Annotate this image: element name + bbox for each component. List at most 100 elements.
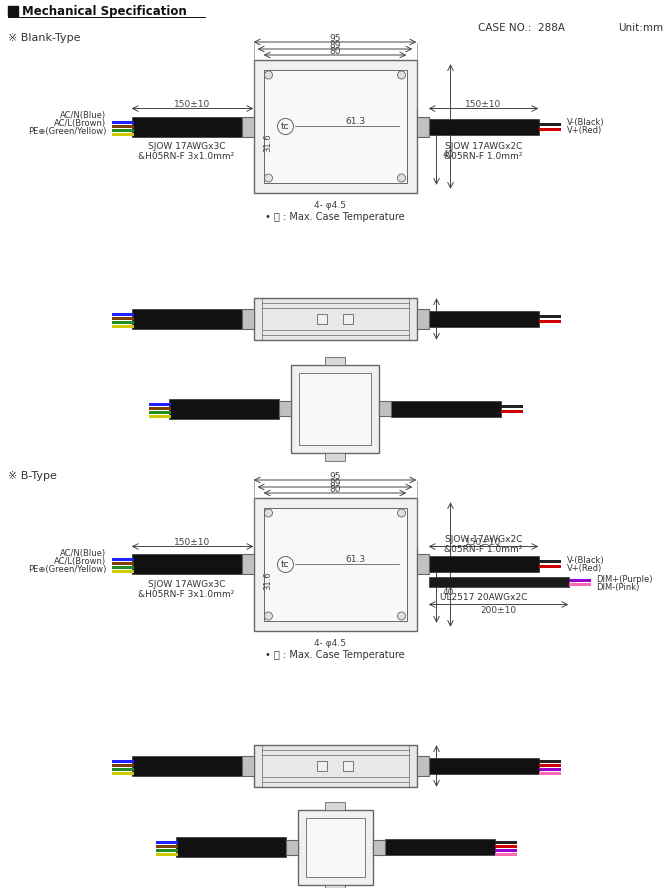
Bar xyxy=(343,314,353,324)
Bar xyxy=(111,760,133,763)
Bar xyxy=(155,853,178,857)
Text: AC/N(Blue): AC/N(Blue) xyxy=(60,111,107,120)
Circle shape xyxy=(265,71,273,79)
Text: V+(Red): V+(Red) xyxy=(567,564,602,573)
Bar xyxy=(494,842,517,844)
Bar xyxy=(539,772,561,775)
Circle shape xyxy=(277,557,293,573)
Bar xyxy=(494,845,517,849)
Text: 61.3: 61.3 xyxy=(345,555,365,564)
Bar xyxy=(373,840,385,855)
Bar xyxy=(325,357,345,365)
Bar xyxy=(241,554,253,575)
Bar xyxy=(111,121,133,123)
Bar xyxy=(155,845,178,849)
Bar xyxy=(285,840,297,855)
Text: 80: 80 xyxy=(329,46,341,56)
Bar xyxy=(111,559,133,561)
Text: CASE NO.:  288A: CASE NO.: 288A xyxy=(478,23,565,33)
Bar xyxy=(279,401,291,416)
Text: • Ⓢ : Max. Case Temperature: • Ⓢ : Max. Case Temperature xyxy=(265,212,405,222)
Text: AC/N(Blue): AC/N(Blue) xyxy=(60,549,107,558)
Text: 63: 63 xyxy=(456,122,468,131)
Circle shape xyxy=(277,118,293,134)
Bar xyxy=(155,850,178,852)
Text: 31.6: 31.6 xyxy=(263,571,272,590)
Text: 89: 89 xyxy=(329,479,341,488)
Bar xyxy=(306,818,364,877)
Bar xyxy=(253,60,417,193)
Text: UL2517 20AWGx2C: UL2517 20AWGx2C xyxy=(440,593,527,602)
Bar xyxy=(149,415,171,418)
Bar xyxy=(539,760,561,763)
Text: SJOW 17AWGx3C: SJOW 17AWGx3C xyxy=(148,580,225,589)
Text: 150±10: 150±10 xyxy=(174,538,210,547)
Text: 89: 89 xyxy=(329,41,341,50)
Text: 63: 63 xyxy=(456,560,468,569)
Bar xyxy=(169,399,279,419)
Bar xyxy=(569,580,590,583)
Bar xyxy=(111,570,133,574)
Bar xyxy=(263,508,407,621)
Bar xyxy=(155,842,178,844)
Bar xyxy=(343,761,353,771)
Text: 80: 80 xyxy=(329,485,341,494)
Bar xyxy=(241,756,253,776)
Text: PE⊕(Green/Yellow): PE⊕(Green/Yellow) xyxy=(28,127,107,136)
Bar xyxy=(494,853,517,857)
Text: Unit:mm: Unit:mm xyxy=(618,23,663,33)
Bar xyxy=(417,309,429,329)
Bar xyxy=(111,132,133,136)
Bar xyxy=(149,403,171,406)
Text: ※ B-Type: ※ B-Type xyxy=(8,471,57,481)
Text: DIM-(Pink): DIM-(Pink) xyxy=(596,583,640,592)
Bar xyxy=(131,554,241,575)
Text: DIM+(Purple): DIM+(Purple) xyxy=(596,575,653,584)
Bar xyxy=(539,768,561,771)
Bar xyxy=(253,298,417,340)
Bar xyxy=(417,116,429,137)
Bar xyxy=(429,758,539,774)
Bar xyxy=(569,583,590,586)
Circle shape xyxy=(397,71,405,79)
Bar xyxy=(299,373,371,445)
Bar xyxy=(385,839,494,855)
Bar xyxy=(539,123,561,125)
Text: • Ⓢ : Max. Case Temperature: • Ⓢ : Max. Case Temperature xyxy=(265,650,405,660)
Text: 30: 30 xyxy=(442,314,454,323)
Text: 30: 30 xyxy=(442,762,454,771)
Bar xyxy=(111,325,133,328)
Text: 31.6: 31.6 xyxy=(263,133,272,152)
Bar xyxy=(325,885,345,888)
Bar xyxy=(539,128,561,131)
Circle shape xyxy=(397,612,405,620)
Bar xyxy=(494,850,517,852)
Bar xyxy=(149,411,171,414)
Text: SJOW 17AWGx2C: SJOW 17AWGx2C xyxy=(445,535,522,544)
Circle shape xyxy=(397,509,405,517)
Bar xyxy=(131,309,241,329)
Bar xyxy=(417,756,429,776)
Bar xyxy=(501,405,523,408)
Text: &05RN-F 1.0mm²: &05RN-F 1.0mm² xyxy=(444,152,523,161)
Bar xyxy=(111,124,133,128)
Text: 150±10: 150±10 xyxy=(466,538,502,547)
Text: SJOW 17AWGx2C: SJOW 17AWGx2C xyxy=(445,142,522,151)
Text: 40: 40 xyxy=(442,150,454,159)
Bar xyxy=(379,401,391,416)
Bar xyxy=(131,756,241,776)
Bar xyxy=(539,320,561,323)
Bar xyxy=(111,764,133,767)
Text: 95: 95 xyxy=(329,472,341,480)
Text: AC/L(Brown): AC/L(Brown) xyxy=(54,557,107,566)
Bar xyxy=(539,315,561,318)
Circle shape xyxy=(265,612,273,620)
Bar xyxy=(317,314,327,324)
Bar xyxy=(539,566,561,568)
Text: V+(Red): V+(Red) xyxy=(567,126,602,135)
Bar xyxy=(111,562,133,566)
Text: 4- φ4.5: 4- φ4.5 xyxy=(314,201,346,210)
Text: Mechanical Specification: Mechanical Specification xyxy=(22,4,187,18)
Bar xyxy=(111,317,133,320)
Text: V-(Black): V-(Black) xyxy=(567,118,604,127)
